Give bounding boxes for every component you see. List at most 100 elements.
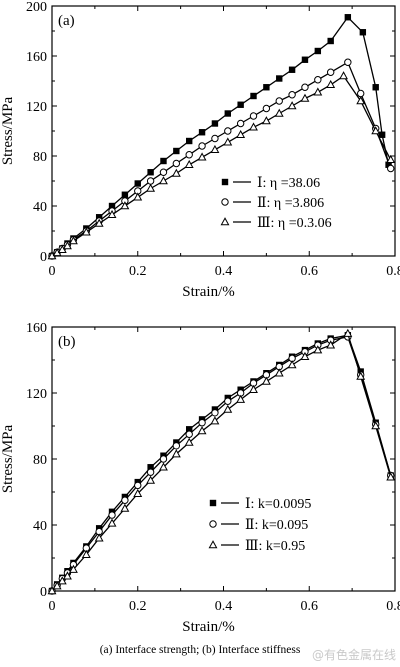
data-point: [52, 581, 62, 590]
legend-entry-3: Ⅲ: k=0.95: [208, 539, 305, 554]
data-point: [186, 137, 193, 145]
data-point: [211, 409, 219, 417]
data-point: [210, 416, 220, 425]
data-point: [120, 503, 130, 512]
data-point: [326, 340, 336, 349]
data-point: [172, 159, 181, 168]
legend-label: Ⅲ: η =0.3.06: [257, 216, 332, 231]
y-tick-label: 200: [26, 0, 47, 15]
data-point: [186, 426, 193, 433]
data-point: [198, 419, 206, 427]
data-point: [386, 472, 396, 481]
data-point: [378, 131, 386, 138]
data-point: [249, 122, 258, 131]
x-tick-label: 0.4: [215, 264, 233, 279]
data-point: [146, 475, 156, 484]
series-3: [47, 71, 396, 260]
data-point: [314, 76, 322, 84]
x-tick-label: 0.8: [386, 264, 400, 279]
data-point: [159, 168, 168, 176]
data-point: [387, 164, 395, 173]
data-point: [198, 142, 206, 150]
plot-frame: [51, 326, 396, 592]
y-tick-label: 40: [33, 519, 47, 534]
data-point: [81, 227, 91, 236]
data-point: [287, 360, 297, 369]
y-tick-label: 160: [26, 50, 47, 65]
series-line: [51, 332, 392, 592]
data-point: [327, 37, 334, 45]
data-point: [313, 345, 323, 354]
data-point: [288, 91, 296, 99]
chart-panel-b: 0 0.2 0.4 0.6 0.8 0 40 80 120 160 Strain/% Stress/M…: [0, 321, 400, 635]
data-point: [172, 442, 181, 450]
data-point: [249, 112, 258, 120]
series-1: [48, 14, 392, 260]
data-point: [184, 437, 194, 446]
data-point: [357, 89, 365, 98]
legend: Ⅰ: η =38.06 Ⅱ: η =3.806 Ⅲ: η =0.3.06: [220, 176, 332, 231]
data-point: [68, 564, 78, 573]
data-point: [198, 129, 206, 136]
legend-marker: [209, 499, 217, 507]
series-line: [51, 336, 392, 592]
data-point: [197, 152, 207, 161]
figure-caption: (a) Interface strength; (b) Interface st…: [99, 644, 301, 656]
data-point: [147, 464, 154, 471]
data-point: [107, 209, 117, 219]
data-point: [211, 134, 219, 143]
y-axis-title: Stress/MPa: [0, 96, 16, 165]
data-point: [159, 455, 168, 463]
y-tick-label: 120: [26, 387, 47, 402]
legend-marker: [220, 217, 230, 226]
data-point: [300, 351, 310, 360]
data-point: [94, 218, 104, 227]
data-point: [159, 176, 168, 185]
data-point: [262, 104, 271, 113]
data-point: [224, 127, 232, 135]
data-point: [197, 426, 207, 435]
data-point: [146, 183, 156, 192]
data-point: [288, 66, 296, 73]
data-point: [223, 137, 233, 146]
y-tick-label: 40: [33, 200, 47, 215]
y-tick-label: 0: [40, 585, 47, 600]
data-point: [301, 56, 309, 63]
x-tick-label: 0: [49, 599, 56, 614]
x-tick-label: 0: [49, 264, 56, 279]
data-point: [343, 328, 353, 337]
data-point: [134, 481, 142, 490]
data-point: [274, 108, 284, 117]
series-3: [47, 328, 396, 595]
data-point: [95, 214, 103, 221]
x-axis-title: Strain/%: [182, 284, 235, 300]
data-point: [313, 87, 323, 96]
data-point: [108, 511, 116, 519]
data-point: [94, 533, 104, 542]
data-point: [371, 126, 381, 135]
y-tick-label: 120: [26, 100, 47, 115]
panel-label: (b): [58, 334, 76, 350]
data-point: [146, 468, 155, 476]
x-tick-label: 0.6: [301, 264, 319, 279]
data-point: [236, 394, 246, 403]
data-point: [57, 576, 67, 585]
data-point: [160, 157, 167, 165]
x-tick-label: 0.4: [215, 599, 233, 614]
data-point: [147, 169, 154, 176]
legend: Ⅰ: k=0.0095 Ⅱ: k=0.095 Ⅲ: k=0.95: [208, 497, 311, 554]
legend-entry-2: Ⅱ: k=0.095: [209, 518, 308, 533]
data-point: [108, 202, 116, 210]
data-point: [356, 371, 366, 380]
data-point: [301, 83, 309, 91]
data-point: [62, 571, 72, 580]
data-point: [276, 75, 283, 82]
data-point: [261, 116, 271, 125]
legend-label: Ⅱ: k=0.095: [245, 518, 308, 533]
data-point: [120, 201, 130, 210]
data-point: [173, 147, 180, 155]
data-point: [314, 47, 322, 55]
legend-marker: [209, 520, 217, 528]
data-point: [121, 496, 129, 504]
x-tick-label: 0.8: [386, 599, 400, 614]
